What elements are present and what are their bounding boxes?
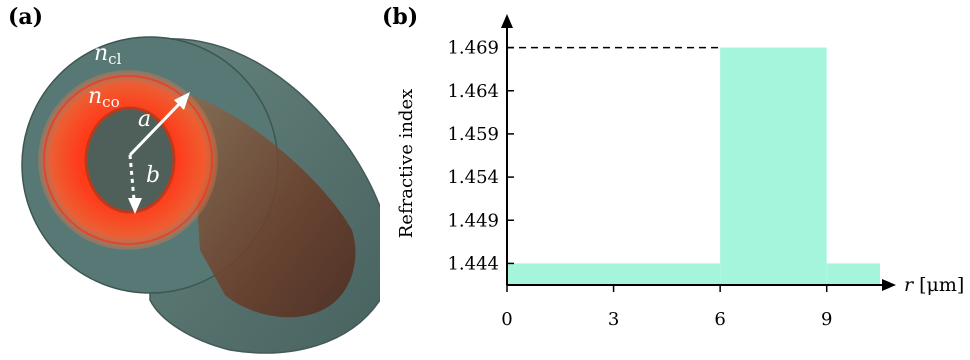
arrow-a-head: [174, 92, 190, 110]
y-axis-arrow: [501, 14, 513, 28]
profile-segment: [720, 47, 827, 286]
profile-segment: [507, 263, 721, 285]
cladding-label: ncl: [94, 41, 122, 68]
panel-label-a: (a): [8, 4, 44, 30]
y-axis-label: Refractive index: [396, 89, 417, 239]
x-tick-label: 3: [608, 309, 619, 330]
arrow-a-line: [128, 98, 185, 157]
fiber-illustration: ncl nco a b: [21, 36, 380, 354]
profile-segment: [826, 263, 880, 285]
y-tick-label: 1.469: [447, 38, 499, 59]
y-tick-label: 1.459: [447, 124, 499, 145]
y-ticks: 1.444 1.449 1.454 1.459 1.464 1.469: [447, 38, 514, 274]
profile-fills: [507, 47, 880, 286]
x-tick-label: 6: [714, 309, 725, 330]
refractive-index-chart: 1.444 1.449 1.454 1.459 1.464 1.469 0 3 6 9 Refr…: [396, 14, 964, 330]
y-tick-label: 1.454: [447, 167, 499, 188]
x-axis-label: r [μm]: [904, 274, 964, 296]
x-tick-label: 0: [501, 309, 512, 330]
y-tick-label: 1.464: [447, 81, 499, 102]
core-label: nco: [88, 84, 120, 111]
core-face-edge: [43, 75, 213, 245]
inner-radius-label: b: [146, 163, 160, 188]
panel-label-b: (b): [382, 4, 419, 30]
x-axis-arrow: [882, 279, 896, 291]
outer-radius-label: a: [138, 107, 151, 132]
core-tube-body: [190, 95, 356, 318]
arrow-b-head: [128, 198, 142, 214]
y-tick-label: 1.444: [447, 253, 499, 274]
x-ticks: 0 3 6 9: [501, 285, 832, 330]
x-tick-label: 9: [821, 309, 832, 330]
y-tick-label: 1.449: [447, 210, 499, 231]
